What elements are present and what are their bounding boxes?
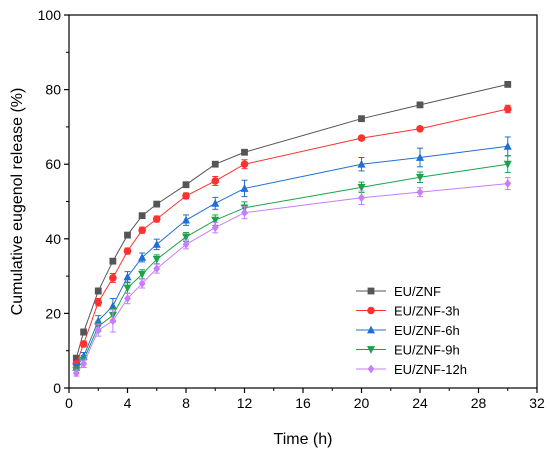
legend-item: EU/ZNF-3h [356,304,460,319]
data-point [241,208,248,218]
series-line [75,163,508,371]
data-point [72,368,80,378]
data-point [416,124,424,133]
data-point [504,80,512,88]
y-tick-label: 60 [45,156,61,172]
data-point [109,257,117,265]
data-point [123,284,132,293]
data-point [80,328,88,336]
data-point [152,255,161,264]
y-axis-title: Cumulative eugenol release (%) [9,88,26,316]
data-point [138,270,147,279]
series-2 [72,104,512,368]
data-point [416,187,424,197]
data-point [109,316,117,326]
legend-item: EU/ZNF-9h [356,343,460,358]
data-point [153,264,161,274]
data-point [182,181,190,189]
data-point [182,192,190,200]
x-tick-label: 32 [529,395,545,411]
data-point [109,274,117,282]
data-point [358,115,365,123]
x-tick-label: 20 [354,395,370,411]
data-point [182,233,190,242]
data-point [124,231,131,239]
legend-label: EU/ZNF-9h [394,343,460,358]
data-point [211,216,220,225]
x-tick-label: 12 [237,395,253,411]
data-point [503,160,512,169]
data-point [124,294,131,303]
x-tick-label: 4 [124,395,132,411]
data-point [152,215,161,223]
data-point [211,223,219,233]
data-point [240,160,249,168]
data-point [153,200,161,208]
data-point [108,301,117,310]
legend-item: EU/ZNF-6h [356,323,460,338]
data-point [94,287,102,295]
y-tick-label: 100 [38,7,62,23]
legend-label: EU/ZNF-3h [394,304,460,319]
x-axis-title: Time (h) [274,431,333,448]
legend-label: EU/ZNF-6h [394,323,460,338]
legend-marker [367,287,375,295]
series-5 [72,177,512,378]
data-point [138,212,146,220]
data-point [94,325,102,335]
legend-label: EU/ZNF [394,284,441,299]
data-point [72,354,80,362]
data-point [80,359,88,369]
data-point [504,179,512,188]
data-point [138,253,147,261]
data-point [152,239,161,248]
legend-marker [367,364,375,374]
y-tick-label: 40 [45,231,61,247]
series-layer [72,80,512,378]
y-tick-label: 80 [45,82,61,98]
legend-marker [367,306,375,315]
data-point [416,153,424,161]
data-point [123,247,132,255]
data-point [138,226,146,235]
data-point [211,160,219,168]
data-point [503,105,512,113]
x-tick-label: 0 [65,395,73,411]
data-point [357,159,366,168]
legend-item: EU/ZNF [356,284,441,299]
x-tick-label: 8 [182,395,190,411]
data-point [123,272,132,281]
data-point [182,239,190,249]
plot-frame [68,14,538,389]
data-point [94,298,103,307]
legend-label: EU/ZNF-12h [394,362,467,377]
x-tick-label: 28 [471,395,487,411]
y-tick-label: 0 [53,380,61,396]
legend: EU/ZNF EU/ZNF-3h EU/ZNF-6h EU/ZNF-9h EU/ZNF-… [356,284,467,377]
data-point [94,316,103,325]
x-tick-label: 16 [295,395,311,411]
data-point [416,173,424,182]
data-point [211,177,220,185]
data-point [357,134,366,142]
legend-marker [367,346,375,354]
data-point [79,340,88,348]
y-tick-label: 20 [45,305,61,321]
data-point [241,148,248,156]
data-point [357,183,366,192]
axis-layer: 0 4 8 12 16 20 24 28 32 0 20 40 60 80 100 [38,7,545,411]
data-point [240,184,249,192]
data-point [138,279,146,288]
x-tick-label: 24 [412,395,428,411]
data-point [358,193,365,203]
legend-marker [367,325,375,334]
data-point [182,215,190,224]
data-point [503,141,512,150]
series-1 [72,80,512,362]
legend-item: EU/ZNF-12h [356,362,467,377]
data-point [416,101,424,109]
data-point [211,198,220,207]
